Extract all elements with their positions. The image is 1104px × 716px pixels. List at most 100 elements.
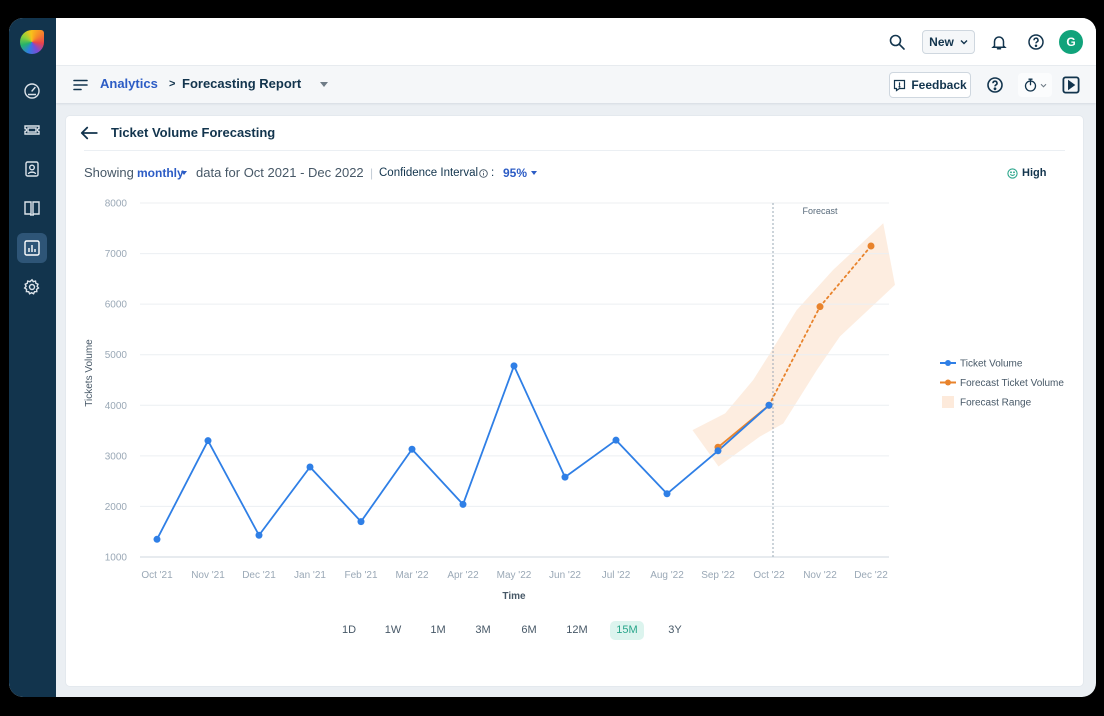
bar-chart-icon (24, 240, 40, 256)
smiley-icon (1007, 167, 1018, 179)
timer-dropdown-button[interactable] (1018, 73, 1052, 97)
ticket-volume-data-point[interactable] (714, 447, 722, 455)
legend-item-label[interactable]: Forecast Range (960, 398, 1032, 409)
confidence-interval-dropdown[interactable]: 95% (503, 166, 528, 180)
timer-icon (1024, 78, 1036, 92)
sidebar-item-solutions[interactable] (17, 193, 47, 223)
new-button-label: New (929, 35, 954, 49)
range-button-6m[interactable]: 6M (521, 624, 537, 636)
range-button-1d[interactable]: 1D (341, 624, 357, 636)
ticket-volume-line-segment (564, 439, 617, 478)
showing-label: Showing (84, 165, 134, 180)
range-button-3y[interactable]: 3Y (668, 624, 682, 636)
gear-icon (23, 278, 40, 295)
ticket-volume-data-point[interactable] (153, 535, 161, 543)
ticket-volume-line-segment (258, 466, 311, 537)
legend-dot-marker (945, 379, 951, 386)
ticket-volume-data-point[interactable] (612, 436, 620, 444)
ticket-volume-data-point[interactable] (561, 473, 569, 481)
help-icon (1028, 34, 1044, 50)
x-tick-label: Oct '22 (753, 570, 785, 581)
back-button[interactable] (78, 122, 100, 144)
x-tick-label: Dec '21 (242, 570, 276, 581)
app-window: New G Analytics > Forecasting Report Fee… (9, 18, 1096, 697)
ticket-volume-line-segment (666, 449, 719, 495)
range-button-12m[interactable]: 12M (566, 624, 588, 636)
top-bar: New G (56, 18, 1096, 66)
present-button[interactable] (1060, 74, 1082, 96)
breadcrumb-bar: Analytics > Forecasting Report Feedback (56, 66, 1096, 103)
x-tick-label: Jan '21 (294, 570, 326, 581)
x-tick-label: Nov '21 (191, 570, 225, 581)
y-tick-label: 6000 (105, 300, 128, 311)
sidebar-item-analytics[interactable] (17, 233, 47, 263)
x-tick-label: Dec '22 (854, 570, 888, 581)
book-icon (24, 201, 40, 216)
report-help-button[interactable] (984, 74, 1006, 96)
menu-toggle-button[interactable] (70, 74, 92, 96)
ticket-volume-data-point[interactable] (663, 490, 671, 498)
notifications-button[interactable] (988, 31, 1010, 53)
forecast-ticket-volume-data-point[interactable] (816, 303, 824, 311)
granularity-caret-icon[interactable] (181, 171, 187, 175)
range-button-1w[interactable]: 1W (384, 624, 402, 636)
legend-item-label[interactable]: Ticket Volume (960, 359, 1023, 370)
x-tick-label: Apr '22 (447, 570, 479, 581)
confidence-badge: High (1007, 164, 1046, 182)
x-tick-label: Mar '22 (395, 570, 428, 581)
sidebar (9, 18, 56, 697)
sidebar-item-admin[interactable] (17, 272, 47, 302)
sidebar-item-contacts[interactable] (17, 154, 47, 184)
forecast-ticket-volume-line-segment (768, 305, 821, 407)
search-icon (889, 34, 905, 50)
user-avatar[interactable]: G (1059, 30, 1083, 54)
search-button[interactable] (886, 31, 908, 53)
x-tick-label: Feb '21 (344, 570, 377, 581)
ticket-volume-data-point[interactable] (255, 531, 263, 539)
card-header-divider (84, 150, 1065, 151)
range-button-3m[interactable]: 3M (475, 624, 491, 636)
confidence-badge-label: High (1022, 167, 1047, 179)
confidence-caret-icon[interactable] (531, 171, 537, 175)
breadcrumb-analytics-link[interactable]: Analytics (100, 76, 158, 91)
legend-item-label[interactable]: Forecast Ticket Volume (960, 378, 1064, 389)
info-icon[interactable] (479, 169, 488, 178)
chevron-down-icon (1040, 83, 1046, 88)
feedback-label: Feedback (911, 78, 967, 92)
range-button-15m[interactable]: 15M (610, 621, 644, 640)
new-button[interactable]: New (922, 30, 975, 54)
range-button-1m[interactable]: 1M (430, 624, 446, 636)
x-axis-title: Time (502, 591, 526, 602)
freshworks-logo-icon[interactable] (20, 30, 44, 54)
ticket-volume-data-point[interactable] (459, 500, 467, 508)
ticket-volume-line-segment (360, 448, 413, 523)
ticket-volume-line-segment (207, 439, 260, 537)
x-tick-label: Oct '21 (141, 570, 173, 581)
y-tick-label: 3000 (105, 451, 128, 462)
ticket-volume-data-point[interactable] (204, 437, 212, 445)
forecast-ticket-volume-data-point[interactable] (867, 242, 875, 250)
granularity-dropdown[interactable]: monthly (137, 166, 184, 180)
ticket-volume-line-segment (411, 448, 464, 506)
ticket-volume-line-segment (309, 466, 362, 523)
sidebar-item-dashboard[interactable] (17, 76, 47, 106)
ticket-volume-data-point[interactable] (408, 445, 416, 453)
forecast-line-chart: 1000 2000 3000 4000 5000 6000 7000 8000 Oct '21 N… (84, 199, 1064, 603)
report-dropdown-caret-icon[interactable] (320, 82, 328, 87)
y-tick-label: 5000 (105, 350, 128, 361)
confidence-interval-colon: : (491, 167, 495, 179)
x-tick-label: Nov '22 (803, 570, 837, 581)
sidebar-item-tickets[interactable] (17, 115, 47, 145)
breadcrumb-current-page: Forecasting Report (182, 76, 302, 91)
help-button[interactable] (1025, 31, 1047, 53)
ticket-volume-data-point[interactable] (306, 463, 314, 471)
bell-icon (991, 36, 1007, 50)
ticket-volume-data-point[interactable] (765, 401, 773, 409)
ticket-volume-data-point[interactable] (357, 518, 365, 526)
feedback-button[interactable]: Feedback (889, 72, 971, 98)
ticket-volume-data-point[interactable] (510, 362, 518, 370)
feedback-icon (894, 79, 906, 92)
ticket-volume-line-segment (513, 364, 566, 478)
ticket-volume-line-segment (615, 439, 668, 495)
date-range-text: data for Oct 2021 - Dec 2022 (196, 165, 364, 180)
